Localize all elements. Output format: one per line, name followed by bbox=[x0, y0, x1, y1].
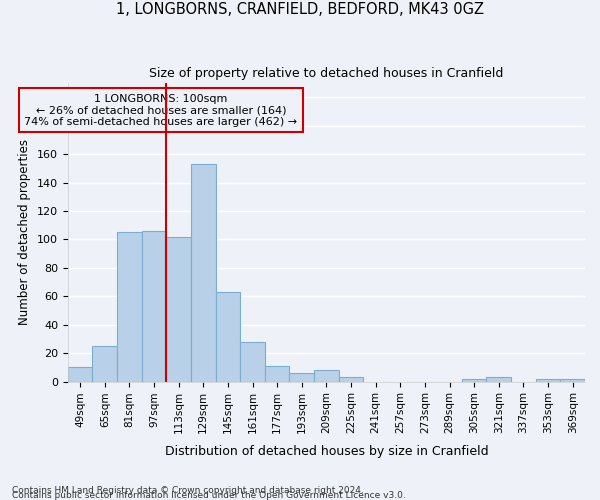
Text: Contains public sector information licensed under the Open Government Licence v3: Contains public sector information licen… bbox=[12, 491, 406, 500]
Text: 1, LONGBORNS, CRANFIELD, BEDFORD, MK43 0GZ: 1, LONGBORNS, CRANFIELD, BEDFORD, MK43 0… bbox=[116, 2, 484, 18]
Bar bbox=[166, 236, 191, 382]
Bar bbox=[265, 366, 289, 382]
Bar bbox=[339, 378, 364, 382]
Bar bbox=[462, 378, 487, 382]
Title: Size of property relative to detached houses in Cranfield: Size of property relative to detached ho… bbox=[149, 68, 503, 80]
Text: 1 LONGBORNS: 100sqm
← 26% of detached houses are smaller (164)
74% of semi-detac: 1 LONGBORNS: 100sqm ← 26% of detached ho… bbox=[25, 94, 298, 126]
Y-axis label: Number of detached properties: Number of detached properties bbox=[19, 140, 31, 326]
Bar bbox=[314, 370, 339, 382]
Bar bbox=[487, 378, 511, 382]
Bar bbox=[142, 231, 166, 382]
Bar bbox=[289, 373, 314, 382]
Bar bbox=[92, 346, 117, 382]
Bar bbox=[191, 164, 215, 382]
Bar bbox=[536, 378, 560, 382]
Bar bbox=[560, 378, 585, 382]
Bar bbox=[117, 232, 142, 382]
X-axis label: Distribution of detached houses by size in Cranfield: Distribution of detached houses by size … bbox=[164, 444, 488, 458]
Text: Contains HM Land Registry data © Crown copyright and database right 2024.: Contains HM Land Registry data © Crown c… bbox=[12, 486, 364, 495]
Bar bbox=[68, 368, 92, 382]
Bar bbox=[215, 292, 240, 382]
Bar bbox=[240, 342, 265, 382]
